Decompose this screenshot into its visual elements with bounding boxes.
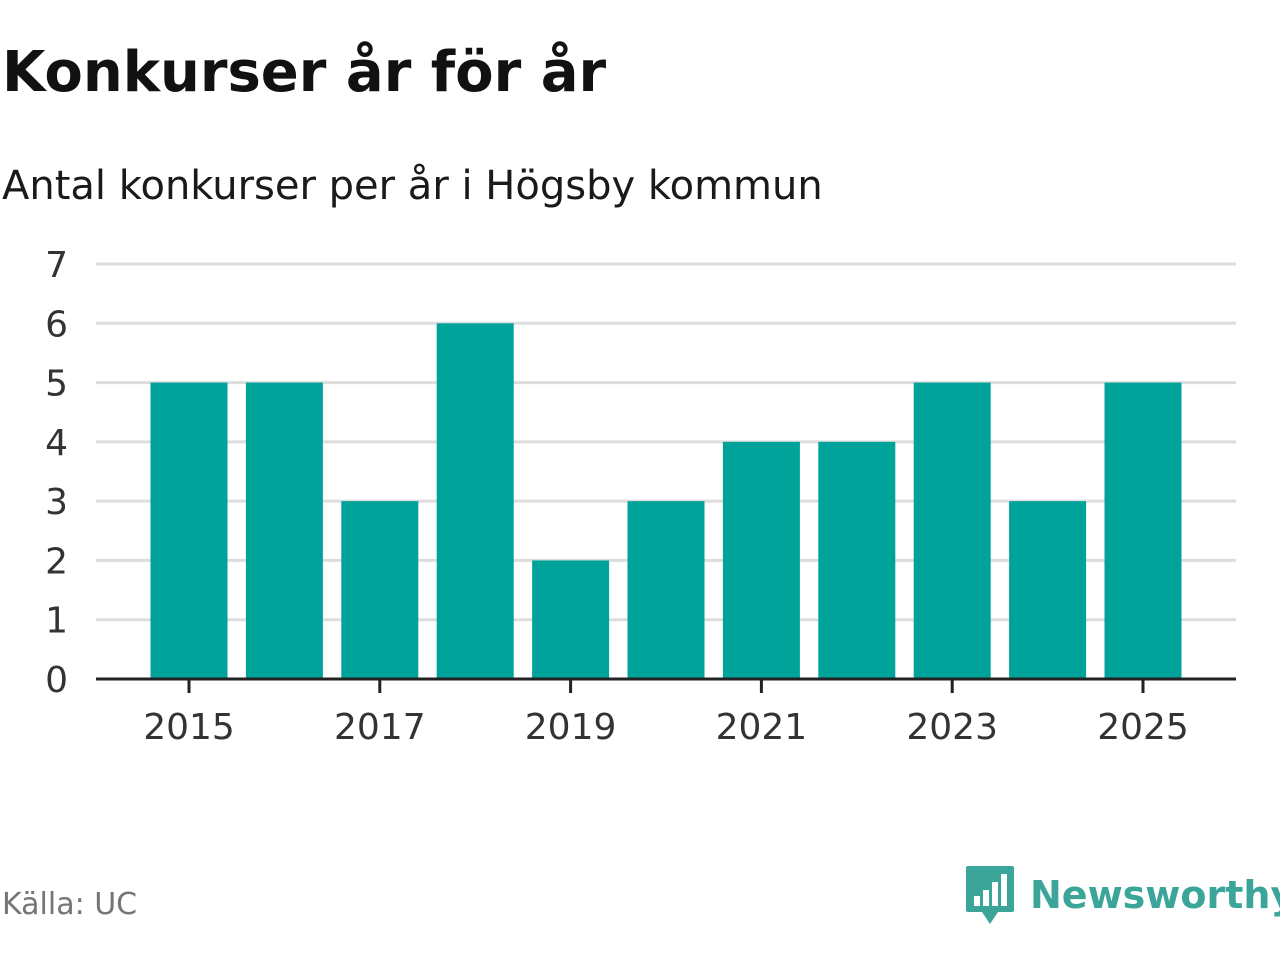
y-tick-label: 3 [45,482,68,523]
x-tick-label: 2021 [716,707,808,748]
bar-2015 [150,382,228,679]
y-tick-label: 0 [45,660,68,701]
x-tick-label: 2019 [525,707,617,748]
brand-name: Newsworthy [1030,873,1280,917]
chart-title: Konkurser år för år [2,40,607,105]
bar-2016 [245,382,323,679]
bar-2024 [1009,501,1087,679]
source-note: Källa: UC [2,887,138,922]
chart-subtitle: Antal konkurser per år i Högsby kommun [2,163,823,209]
bar-2023 [913,382,991,679]
y-tick-label: 4 [45,423,68,464]
bar-2018 [436,323,514,679]
bar-2022 [818,441,896,679]
x-tick-label: 2025 [1097,707,1189,748]
y-tick-label: 5 [45,364,68,405]
bar-2017 [341,501,419,679]
x-tick-label: 2017 [334,707,426,748]
y-tick-label: 7 [45,245,68,286]
bar-2025 [1104,382,1182,679]
x-tick-label: 2023 [906,707,998,748]
y-axis-ticks: 0 1 2 3 4 5 6 7 [45,245,68,701]
y-tick-label: 6 [45,304,68,345]
newsworthy-logo-icon [966,866,1014,924]
bar-2021 [722,441,800,679]
bars [150,323,1182,679]
x-tick-label: 2015 [143,707,235,748]
y-tick-label: 2 [45,541,68,582]
x-axis: 2015 2017 2019 2021 2023 2025 [96,677,1236,748]
y-tick-label: 1 [45,601,68,642]
brand-logo: Newsworthy [964,862,1280,928]
bar-2020 [627,501,705,679]
bar-2019 [532,560,610,679]
